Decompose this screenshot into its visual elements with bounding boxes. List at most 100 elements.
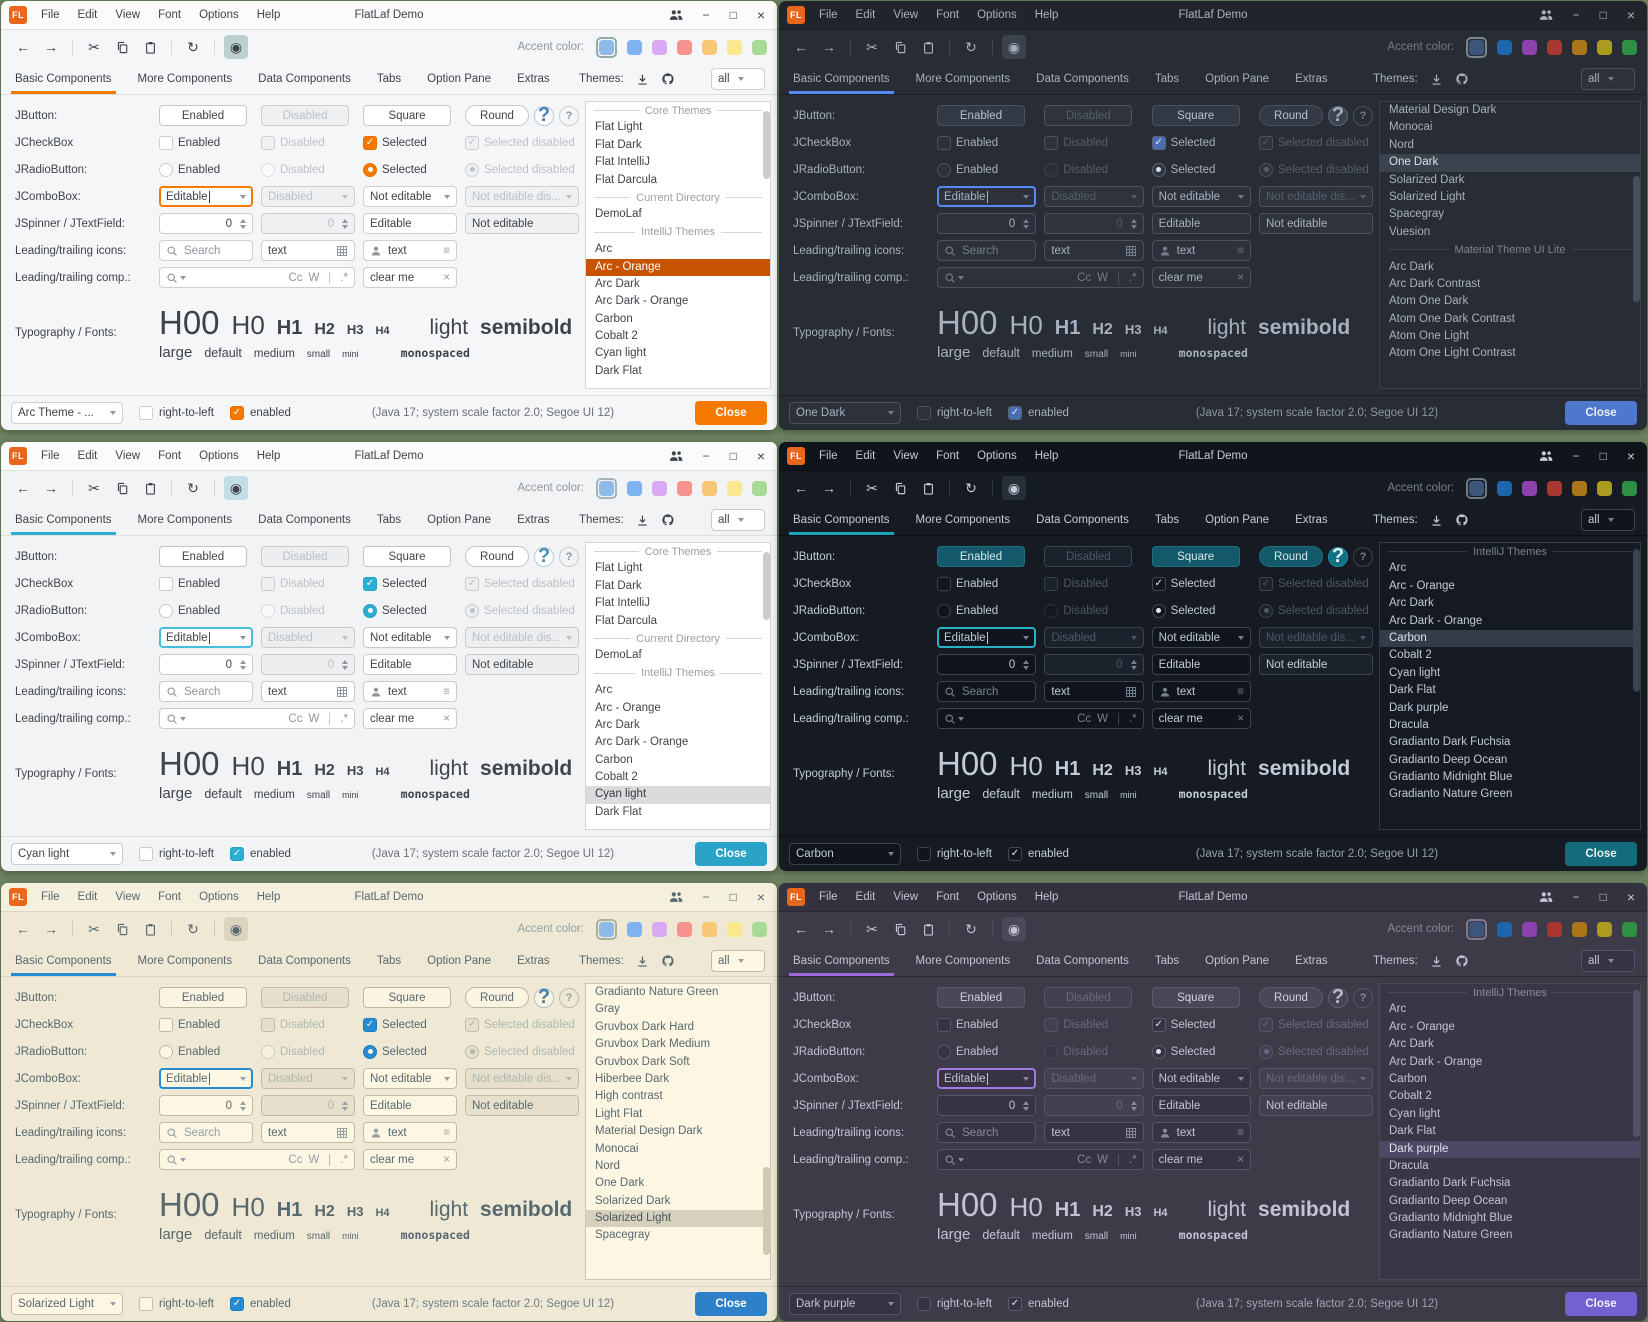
clear-icon[interactable]: × bbox=[1237, 712, 1244, 725]
help-button-secondary[interactable]: ? bbox=[559, 546, 579, 567]
theme-selector-dropdown[interactable]: Cyan light bbox=[11, 843, 123, 865]
users-icon[interactable] bbox=[669, 9, 683, 21]
minimize-button[interactable]: − bbox=[1572, 8, 1580, 22]
theme-item-dark-flat[interactable]: Dark Flat bbox=[1389, 684, 1436, 697]
text-input-user[interactable]: text ≡ bbox=[363, 681, 457, 702]
accent-swatch[interactable] bbox=[1622, 480, 1637, 496]
copy-icon[interactable] bbox=[888, 35, 912, 59]
theme-selector-dropdown[interactable]: Carbon bbox=[789, 843, 901, 865]
theme-item-solarized-dark[interactable]: Solarized Dark bbox=[1389, 173, 1465, 186]
menu-icon[interactable]: ≡ bbox=[1237, 685, 1244, 698]
close-button[interactable]: Close bbox=[694, 842, 767, 866]
back-icon[interactable]: ← bbox=[794, 39, 808, 55]
github-icon[interactable] bbox=[1455, 72, 1469, 86]
whole-words-button[interactable]: W bbox=[1097, 712, 1108, 725]
theme-item-arc-dark-contrast[interactable]: Arc Dark Contrast bbox=[1389, 277, 1481, 290]
regex-button[interactable]: .* bbox=[340, 1153, 348, 1166]
themes-list-scrollbar[interactable] bbox=[1633, 984, 1640, 1279]
search-input[interactable]: Search bbox=[159, 1122, 253, 1143]
theme-item-arc-orange[interactable]: Arc - Orange bbox=[595, 701, 661, 714]
paste-icon[interactable] bbox=[138, 35, 162, 59]
themes-filter-dropdown[interactable]: all bbox=[711, 68, 765, 90]
paste-icon[interactable] bbox=[138, 917, 162, 941]
tab-option-pane[interactable]: Option Pane bbox=[1205, 73, 1270, 85]
menu-icon[interactable]: ≡ bbox=[1237, 1126, 1244, 1139]
theme-item-flat-dark[interactable]: Flat Dark bbox=[595, 138, 642, 151]
accent-swatch[interactable] bbox=[627, 921, 642, 937]
search-input[interactable]: Search bbox=[937, 1122, 1037, 1143]
tab-more-components[interactable]: More Components bbox=[915, 73, 1011, 85]
search-field-with-options[interactable]: Cc W .* bbox=[937, 708, 1144, 729]
cut-icon[interactable]: ✂ bbox=[88, 38, 100, 55]
paste-icon[interactable] bbox=[916, 917, 940, 941]
menu-file[interactable]: File bbox=[41, 450, 60, 462]
show-hover-toggle-icon[interactable]: ◉ bbox=[224, 476, 248, 500]
combobox-not-editable[interactable]: Not editable bbox=[1151, 186, 1251, 207]
match-case-button[interactable]: Cc bbox=[1077, 712, 1092, 725]
tab-basic-components[interactable]: Basic Components bbox=[11, 505, 116, 535]
menu-options[interactable]: Options bbox=[977, 891, 1017, 903]
theme-item-gray[interactable]: Gray bbox=[595, 1003, 620, 1016]
clearable-field[interactable]: clear me × bbox=[363, 708, 457, 729]
accent-swatch-selected[interactable] bbox=[596, 918, 617, 940]
help-button[interactable]: ? bbox=[1328, 986, 1348, 1008]
search-input[interactable]: Search bbox=[937, 240, 1037, 261]
scrollbar-thumb[interactable] bbox=[763, 551, 770, 621]
spinner-arrows[interactable] bbox=[1023, 218, 1030, 229]
combobox-not-editable[interactable]: Not editable bbox=[363, 1068, 457, 1089]
tab-data-components[interactable]: Data Components bbox=[258, 73, 351, 85]
menu-options[interactable]: Options bbox=[977, 9, 1017, 21]
theme-item-hiberbee-dark[interactable]: Hiberbee Dark bbox=[595, 1072, 670, 1085]
theme-item-flat-intellij[interactable]: Flat IntelliJ bbox=[595, 597, 650, 610]
theme-item-spacegray[interactable]: Spacegray bbox=[595, 1229, 650, 1242]
menu-view[interactable]: View bbox=[893, 891, 919, 903]
tab-extras[interactable]: Extras bbox=[517, 955, 550, 967]
themes-list[interactable]: IntelliJ Themes Arc Arc - Orange Arc Dark Ar… bbox=[1379, 983, 1641, 1280]
theme-item-flat-intellij[interactable]: Flat IntelliJ bbox=[595, 156, 650, 169]
search-field-with-options[interactable]: Cc W .* bbox=[937, 267, 1144, 288]
menu-options[interactable]: Options bbox=[977, 450, 1017, 462]
theme-item-arc-orange[interactable]: Arc - Orange bbox=[1389, 1020, 1455, 1033]
tab-tabs[interactable]: Tabs bbox=[376, 73, 402, 85]
search-input[interactable]: Search bbox=[937, 681, 1037, 702]
spinner[interactable]: 0 bbox=[159, 654, 253, 675]
theme-item-gradianto-dark-fuchsia[interactable]: Gradianto Dark Fuchsia bbox=[1389, 736, 1511, 749]
menu-icon[interactable]: ≡ bbox=[443, 244, 450, 257]
accent-swatch[interactable] bbox=[627, 480, 642, 496]
enabled-checkbox[interactable]: ✓ bbox=[229, 847, 244, 861]
square-button[interactable]: Square bbox=[363, 546, 451, 567]
help-button[interactable]: ? bbox=[1328, 104, 1348, 126]
maximize-button[interactable]: □ bbox=[1599, 449, 1607, 463]
themes-list[interactable]: Material Design Dark Monocai Nord One Dark S… bbox=[1379, 101, 1641, 389]
theme-item-arc-dark[interactable]: Arc Dark bbox=[1389, 260, 1434, 273]
tab-more-components[interactable]: More Components bbox=[137, 514, 233, 526]
square-button[interactable]: Square bbox=[363, 987, 451, 1008]
radio-enabled[interactable] bbox=[159, 1044, 173, 1059]
accent-swatch[interactable] bbox=[727, 921, 742, 937]
enabled-option[interactable]: ✓ enabled bbox=[229, 1297, 291, 1311]
square-button[interactable]: Square bbox=[1151, 105, 1240, 126]
tab-data-components[interactable]: Data Components bbox=[1036, 514, 1129, 526]
menu-view[interactable]: View bbox=[115, 891, 141, 903]
themes-filter-dropdown[interactable]: all bbox=[1581, 950, 1635, 972]
cut-icon[interactable]: ✂ bbox=[866, 38, 878, 55]
checkbox-enabled[interactable] bbox=[159, 135, 173, 150]
checkbox-selected[interactable]: ✓ bbox=[363, 135, 377, 150]
spinner-arrows[interactable] bbox=[240, 659, 246, 670]
checkbox-enabled[interactable] bbox=[937, 1017, 951, 1032]
download-icon[interactable] bbox=[1430, 514, 1443, 527]
users-icon[interactable] bbox=[669, 891, 683, 903]
accent-swatch-selected[interactable] bbox=[596, 36, 617, 58]
tab-tabs[interactable]: Tabs bbox=[1154, 514, 1180, 526]
help-button-secondary[interactable]: ? bbox=[559, 987, 579, 1008]
close-button[interactable]: Close bbox=[1564, 401, 1637, 425]
tab-tabs[interactable]: Tabs bbox=[1154, 73, 1180, 85]
themes-list-scrollbar[interactable] bbox=[1633, 543, 1640, 829]
accent-swatch[interactable] bbox=[599, 921, 614, 937]
menu-icon[interactable]: ≡ bbox=[443, 685, 450, 698]
accent-swatch-selected[interactable] bbox=[596, 477, 617, 499]
checkbox-enabled[interactable] bbox=[159, 1017, 173, 1032]
enabled-checkbox[interactable]: ✓ bbox=[1007, 1297, 1022, 1311]
download-icon[interactable] bbox=[1430, 955, 1443, 968]
forward-icon[interactable]: → bbox=[822, 921, 836, 937]
